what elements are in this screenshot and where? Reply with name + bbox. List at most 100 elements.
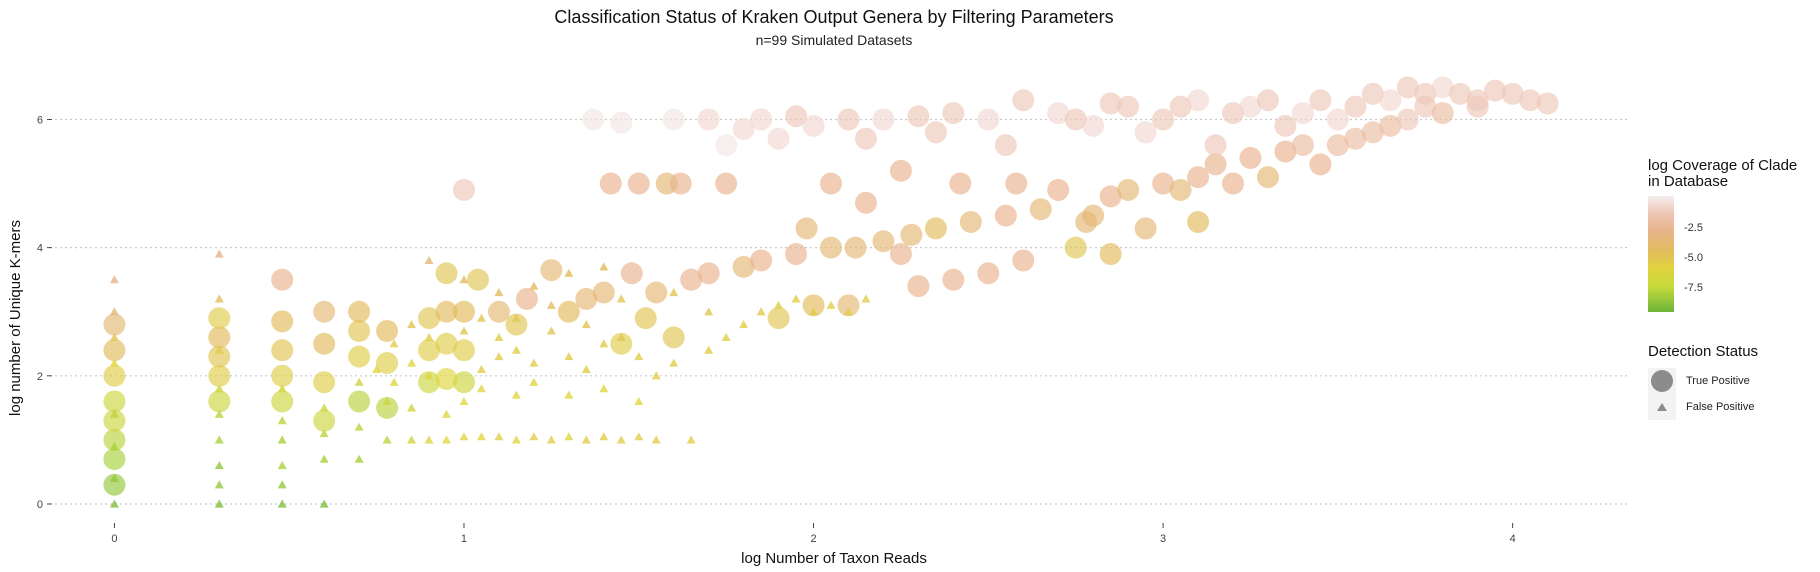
x-tick-label: 0 xyxy=(111,533,117,545)
true-positive-point xyxy=(924,121,947,144)
true-positive-point xyxy=(103,313,126,336)
false-positive-point xyxy=(476,432,486,441)
true-positive-point xyxy=(942,268,965,291)
true-positive-point xyxy=(820,236,843,259)
true-positive-point xyxy=(103,428,126,451)
true-positive-point xyxy=(942,102,965,125)
x-tick-label: 4 xyxy=(1510,533,1516,545)
false-positive-point xyxy=(214,461,224,470)
false-positive-point xyxy=(319,403,329,412)
false-positive-point xyxy=(214,499,224,508)
axes: 0 2 4 6 0 1 2 3 4 xyxy=(37,114,1516,545)
false-positive-point xyxy=(109,358,119,367)
false-positive-point xyxy=(809,307,819,316)
true-positive-point xyxy=(313,371,336,394)
true-positive-point xyxy=(837,294,860,317)
true-positive-point xyxy=(348,300,371,323)
true-positive-point xyxy=(949,172,972,195)
false-positive-point xyxy=(756,307,766,316)
false-positive-point xyxy=(354,377,364,386)
false-positive-point xyxy=(109,307,119,316)
true-positive-point xyxy=(1134,121,1157,144)
true-positive-point xyxy=(1344,95,1367,118)
true-positive-point xyxy=(1005,172,1028,195)
false-positive-point xyxy=(704,345,714,354)
true-positive-point xyxy=(103,390,126,413)
false-positive-point xyxy=(319,428,329,438)
true-positive-point xyxy=(1274,140,1297,163)
false-positive-point xyxy=(581,364,591,374)
false-positive-point xyxy=(214,409,224,418)
y-tick-label: 4 xyxy=(37,243,43,255)
true-positive-point xyxy=(994,204,1017,227)
true-positive-point xyxy=(977,108,1000,131)
true-positive-point xyxy=(435,332,458,355)
true-positive-point xyxy=(313,409,336,432)
false-positive-point xyxy=(424,332,434,341)
true-positive-point xyxy=(1152,172,1175,195)
true-positive-point xyxy=(1082,204,1105,227)
false-positive-point xyxy=(424,435,434,444)
x-tick-label: 2 xyxy=(810,533,816,545)
true-positive-point xyxy=(418,307,441,330)
false-positive-point xyxy=(546,300,556,309)
false-positive-point xyxy=(739,320,749,329)
false-positive-point xyxy=(494,432,504,441)
true-positive-point xyxy=(872,108,895,131)
false-positive-point xyxy=(669,358,679,367)
false-positive-point xyxy=(599,339,609,348)
true-positive-point xyxy=(575,287,598,310)
true-positive-point xyxy=(1361,121,1384,144)
true-positive-point xyxy=(103,364,126,387)
true-positive-point xyxy=(802,294,825,317)
true-positive-point xyxy=(557,300,580,323)
false-positive-point xyxy=(686,435,696,444)
true-positive-point xyxy=(1047,178,1070,201)
false-positive-point xyxy=(442,435,452,444)
false-positive-point xyxy=(459,275,469,284)
true-positive-point xyxy=(1379,89,1402,112)
true-positive-point xyxy=(599,172,622,195)
colorbar-legend: -2.5 -5.0 -7.5 xyxy=(1648,196,1818,314)
triangle-marker-icon xyxy=(1648,394,1676,420)
true-positive-point xyxy=(376,351,399,374)
legend-label: False Positive xyxy=(1686,401,1755,413)
false-positive-point xyxy=(669,288,679,297)
false-positive-point xyxy=(634,352,644,361)
true-positive-point xyxy=(1361,82,1384,105)
true-positive-point xyxy=(592,281,615,304)
false-positive-point xyxy=(277,384,287,393)
true-positive-point xyxy=(1047,102,1070,125)
true-positive-point xyxy=(872,230,895,253)
true-positive-point xyxy=(208,390,231,413)
false-positive-point xyxy=(546,326,556,335)
true-positive-point xyxy=(634,307,657,330)
true-positive-point xyxy=(1239,95,1262,118)
true-positive-point xyxy=(1029,198,1052,221)
true-positive-point xyxy=(271,268,294,291)
true-positive-point xyxy=(977,262,1000,285)
true-positive-point xyxy=(452,339,475,362)
true-positive-point xyxy=(1012,89,1035,112)
true-positive-point xyxy=(1169,95,1192,118)
true-positive-point xyxy=(271,364,294,387)
false-positive-point xyxy=(826,300,836,309)
true-positive-point xyxy=(1204,153,1227,176)
true-positive-point xyxy=(1204,134,1227,157)
false-positive-point xyxy=(459,326,469,335)
true-positive-point xyxy=(785,105,808,128)
true-positive-point xyxy=(1344,127,1367,150)
true-positive-point xyxy=(820,172,843,195)
true-positive-point xyxy=(435,262,458,285)
true-positive-point xyxy=(750,108,773,131)
false-positive-point xyxy=(476,364,486,374)
false-positive-point xyxy=(494,352,504,361)
true-positive-point xyxy=(1274,114,1297,137)
true-positive-point xyxy=(487,300,510,323)
true-positive-point xyxy=(767,127,790,150)
true-positive-point xyxy=(697,262,720,285)
true-positive-point xyxy=(505,313,528,336)
false-positive-point xyxy=(651,371,661,380)
false-positive-point xyxy=(407,403,417,412)
